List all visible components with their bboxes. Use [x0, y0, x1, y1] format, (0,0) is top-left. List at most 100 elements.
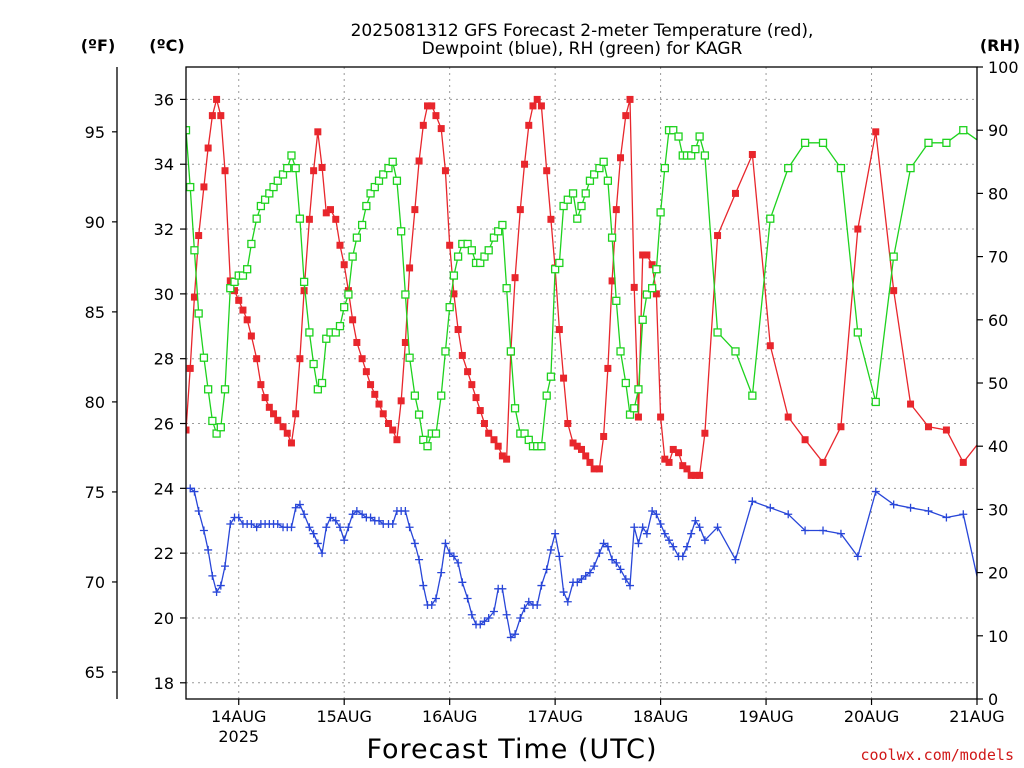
data-point [675, 449, 683, 457]
data-point [419, 581, 428, 590]
plot-border [185, 66, 978, 700]
data-point [287, 151, 296, 160]
data-point [498, 584, 507, 593]
data-point [819, 458, 827, 466]
data-point [634, 413, 642, 421]
data-point [340, 303, 349, 312]
data-point [626, 95, 634, 103]
data-point [516, 613, 525, 622]
data-point [510, 404, 520, 413]
data-point [199, 526, 208, 535]
data-point [581, 189, 590, 198]
data-point [555, 258, 564, 268]
data-point [665, 536, 674, 545]
data-point [622, 112, 630, 120]
data-point [352, 507, 361, 516]
data-point [801, 526, 810, 535]
data-point [195, 232, 203, 240]
data-point [665, 458, 673, 466]
fahrenheit-unit-label: (ºF) [81, 36, 116, 55]
data-point [630, 283, 638, 291]
data-point [608, 277, 616, 285]
data-point [445, 303, 454, 312]
data-point [577, 201, 586, 211]
data-point [700, 151, 710, 160]
data-point [260, 195, 270, 204]
data-point [801, 436, 809, 444]
x-year-label: 2025 [218, 727, 259, 746]
data-point [208, 112, 216, 120]
data-point [392, 176, 402, 185]
data-point [529, 102, 537, 110]
data-point [190, 293, 198, 301]
data-point [819, 526, 828, 535]
rh-tick-label: 20 [988, 564, 1008, 583]
data-point [546, 372, 556, 381]
data-point [638, 315, 647, 324]
data-point [217, 112, 225, 120]
x-tick-label: 18AUG [633, 707, 688, 726]
data-point [291, 163, 300, 173]
rh-tick-label: 50 [988, 374, 1008, 393]
celsius-unit-label: (ºC) [149, 36, 184, 55]
data-point [573, 442, 581, 450]
data-point [283, 163, 292, 173]
data-point [542, 391, 551, 400]
data-point [600, 432, 608, 440]
data-point [467, 246, 476, 255]
data-point [503, 455, 511, 463]
data-point [463, 239, 472, 249]
fahrenheit-tick-label: 80 [85, 393, 105, 412]
data-point [216, 581, 225, 590]
data-point [295, 500, 304, 509]
data-point [194, 309, 203, 318]
data-point [564, 420, 572, 428]
data-point [489, 233, 499, 242]
data-point [657, 413, 665, 421]
data-point [424, 102, 432, 110]
data-point [1012, 663, 1020, 671]
data-point [313, 385, 322, 394]
data-point [336, 241, 344, 249]
data-point [537, 581, 546, 590]
plot-frame [185, 66, 978, 700]
data-point [766, 503, 775, 512]
data-point [322, 523, 331, 532]
data-point [506, 347, 515, 356]
data-point [437, 125, 445, 133]
data-point [648, 507, 657, 516]
data-point [279, 423, 287, 431]
data-point [480, 252, 489, 261]
data-point [621, 378, 630, 388]
data-point [216, 423, 225, 432]
data-point [441, 539, 450, 548]
data-point [326, 513, 335, 522]
data-point [335, 523, 344, 532]
data-point [454, 558, 463, 567]
series-line [186, 96, 977, 477]
data-point [213, 95, 221, 103]
rh-unit-label: (RH) [980, 36, 1020, 55]
data-point [431, 429, 441, 438]
data-point [695, 132, 704, 141]
data-point [748, 151, 756, 159]
data-point [317, 378, 327, 388]
data-point [612, 296, 621, 305]
data-point [642, 290, 652, 299]
data-point [604, 364, 612, 372]
data-point [484, 246, 493, 255]
data-point [551, 529, 560, 538]
data-point [208, 571, 217, 580]
data-point [366, 189, 375, 198]
data-point [521, 160, 529, 168]
data-point [766, 214, 775, 223]
data-point [603, 176, 613, 185]
data-point [502, 284, 511, 293]
data-point [450, 290, 458, 298]
data-point [300, 510, 309, 519]
data-point [401, 290, 410, 299]
data-point [608, 555, 617, 564]
data-point [612, 206, 620, 214]
data-point [511, 274, 519, 282]
